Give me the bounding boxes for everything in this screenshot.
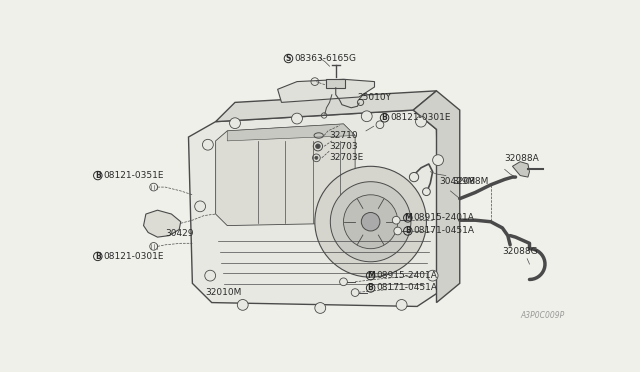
Text: 30429: 30429 <box>165 229 194 238</box>
Text: 32710: 32710 <box>330 131 358 140</box>
Text: 32010M: 32010M <box>205 288 242 297</box>
Circle shape <box>230 118 241 129</box>
Circle shape <box>316 144 320 148</box>
Circle shape <box>315 156 318 159</box>
Polygon shape <box>513 162 529 177</box>
Text: 08363-6165G: 08363-6165G <box>294 54 356 63</box>
Text: M: M <box>367 271 374 280</box>
Circle shape <box>394 227 402 235</box>
Text: 08121-0301E: 08121-0301E <box>103 252 164 261</box>
Text: B: B <box>368 283 374 292</box>
Circle shape <box>330 182 411 262</box>
Text: 08915-2401A: 08915-2401A <box>413 214 474 222</box>
Text: 32088G: 32088G <box>502 247 538 256</box>
Text: 32088A: 32088A <box>505 154 540 163</box>
Text: 32703: 32703 <box>330 142 358 151</box>
Polygon shape <box>227 124 355 141</box>
Polygon shape <box>326 79 345 88</box>
Polygon shape <box>413 91 460 302</box>
Circle shape <box>428 270 438 281</box>
Polygon shape <box>278 79 374 102</box>
Polygon shape <box>216 124 355 225</box>
Circle shape <box>392 217 400 224</box>
Polygon shape <box>143 210 180 237</box>
Text: 08171-0451A: 08171-0451A <box>376 283 437 292</box>
Text: 32088M: 32088M <box>452 177 488 186</box>
Circle shape <box>315 166 426 277</box>
Text: M: M <box>404 214 412 222</box>
Text: 25010Y: 25010Y <box>358 93 392 102</box>
Text: B: B <box>381 113 387 122</box>
Text: B: B <box>95 252 100 261</box>
Text: A3P0C009P: A3P0C009P <box>520 311 564 320</box>
Circle shape <box>344 195 397 249</box>
Text: 08121-0301E: 08121-0301E <box>390 113 451 122</box>
Text: B: B <box>95 171 100 180</box>
Text: 30429M: 30429M <box>440 177 476 186</box>
Text: 32703E: 32703E <box>330 153 364 161</box>
Polygon shape <box>216 91 436 122</box>
Text: S: S <box>286 54 291 63</box>
Circle shape <box>237 299 248 310</box>
Circle shape <box>396 299 407 310</box>
Circle shape <box>351 289 359 296</box>
Circle shape <box>340 278 348 286</box>
Circle shape <box>195 201 205 212</box>
Circle shape <box>292 113 303 124</box>
Circle shape <box>315 302 326 313</box>
Circle shape <box>362 212 380 231</box>
Circle shape <box>422 188 430 196</box>
Text: 08121-0351E: 08121-0351E <box>103 171 164 180</box>
Circle shape <box>415 116 426 127</box>
Polygon shape <box>189 110 440 307</box>
Text: 08915-2401A: 08915-2401A <box>376 271 437 280</box>
Circle shape <box>362 111 372 122</box>
Circle shape <box>410 173 419 182</box>
Circle shape <box>202 140 213 150</box>
Circle shape <box>433 155 444 166</box>
Text: B: B <box>405 227 411 235</box>
Circle shape <box>205 270 216 281</box>
Text: 08171-0451A: 08171-0451A <box>413 227 474 235</box>
